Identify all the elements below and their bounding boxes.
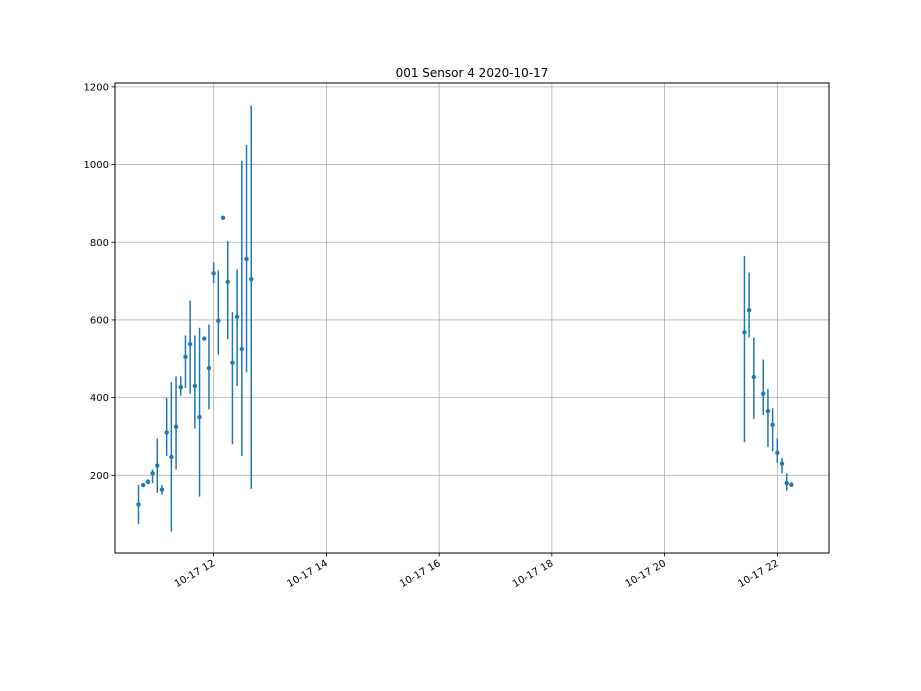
data-point [164, 430, 169, 435]
data-point [197, 414, 202, 420]
y-tick-label: 200 [90, 471, 109, 482]
y-axis-ticks: 200 400 600 800 1000 1200 [84, 82, 115, 482]
data-point [249, 276, 254, 282]
data-point [202, 336, 207, 341]
data-point [775, 450, 780, 455]
plot-area-frame [114, 82, 830, 554]
data-point [230, 360, 235, 365]
data-point [220, 215, 226, 220]
y-tick-label: 1000 [84, 160, 109, 171]
data-point [244, 256, 249, 262]
data-point [211, 271, 216, 276]
data-point [761, 391, 766, 396]
data-point [225, 279, 230, 285]
data-point [742, 330, 747, 335]
data-point [751, 374, 757, 380]
data-point [770, 422, 775, 428]
data-point [155, 463, 160, 468]
y-tick-label: 800 [90, 238, 109, 249]
data-point [765, 409, 771, 414]
data-points [136, 215, 794, 507]
data-point [145, 479, 151, 485]
data-point [746, 308, 752, 313]
grid-lines [115, 83, 829, 553]
data-point [183, 354, 188, 360]
data-point [140, 482, 146, 488]
y-tick-label: 400 [90, 393, 109, 404]
data-point [216, 318, 221, 323]
data-point [150, 471, 155, 476]
data-point [206, 365, 212, 371]
data-point [192, 383, 198, 389]
data-point [789, 482, 794, 487]
data-point [234, 314, 240, 320]
data-point [169, 454, 174, 460]
data-point [239, 346, 245, 352]
data-point [178, 384, 183, 390]
data-point [159, 487, 165, 492]
data-point [136, 502, 141, 507]
chart-title: 001 Sensor 4 2020-10-17 [396, 66, 549, 80]
data-point [784, 480, 789, 486]
y-tick-label: 600 [90, 315, 109, 326]
y-tick-label: 1200 [84, 82, 109, 93]
data-point [779, 461, 785, 466]
data-point [173, 424, 179, 429]
data-point [187, 341, 193, 347]
